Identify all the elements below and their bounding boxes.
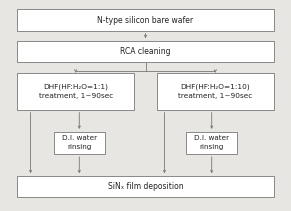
Text: DHF(HF:H₂O=1:10)
treatment, 1~90sec: DHF(HF:H₂O=1:10) treatment, 1~90sec	[178, 84, 253, 99]
FancyBboxPatch shape	[157, 73, 274, 110]
Text: DHF(HF:H₂O=1:1)
treatment, 1~90sec: DHF(HF:H₂O=1:1) treatment, 1~90sec	[38, 84, 113, 99]
Text: N-type silicon bare wafer: N-type silicon bare wafer	[97, 16, 194, 24]
Text: RCA cleaning: RCA cleaning	[120, 47, 171, 56]
FancyBboxPatch shape	[186, 132, 237, 154]
FancyBboxPatch shape	[17, 41, 274, 62]
FancyBboxPatch shape	[54, 132, 105, 154]
Text: D.I. water
rinsing: D.I. water rinsing	[194, 135, 229, 150]
Text: D.I. water
rinsing: D.I. water rinsing	[62, 135, 97, 150]
FancyBboxPatch shape	[17, 176, 274, 197]
FancyBboxPatch shape	[17, 9, 274, 31]
FancyBboxPatch shape	[17, 73, 134, 110]
Text: SiNₓ film deposition: SiNₓ film deposition	[108, 182, 183, 191]
